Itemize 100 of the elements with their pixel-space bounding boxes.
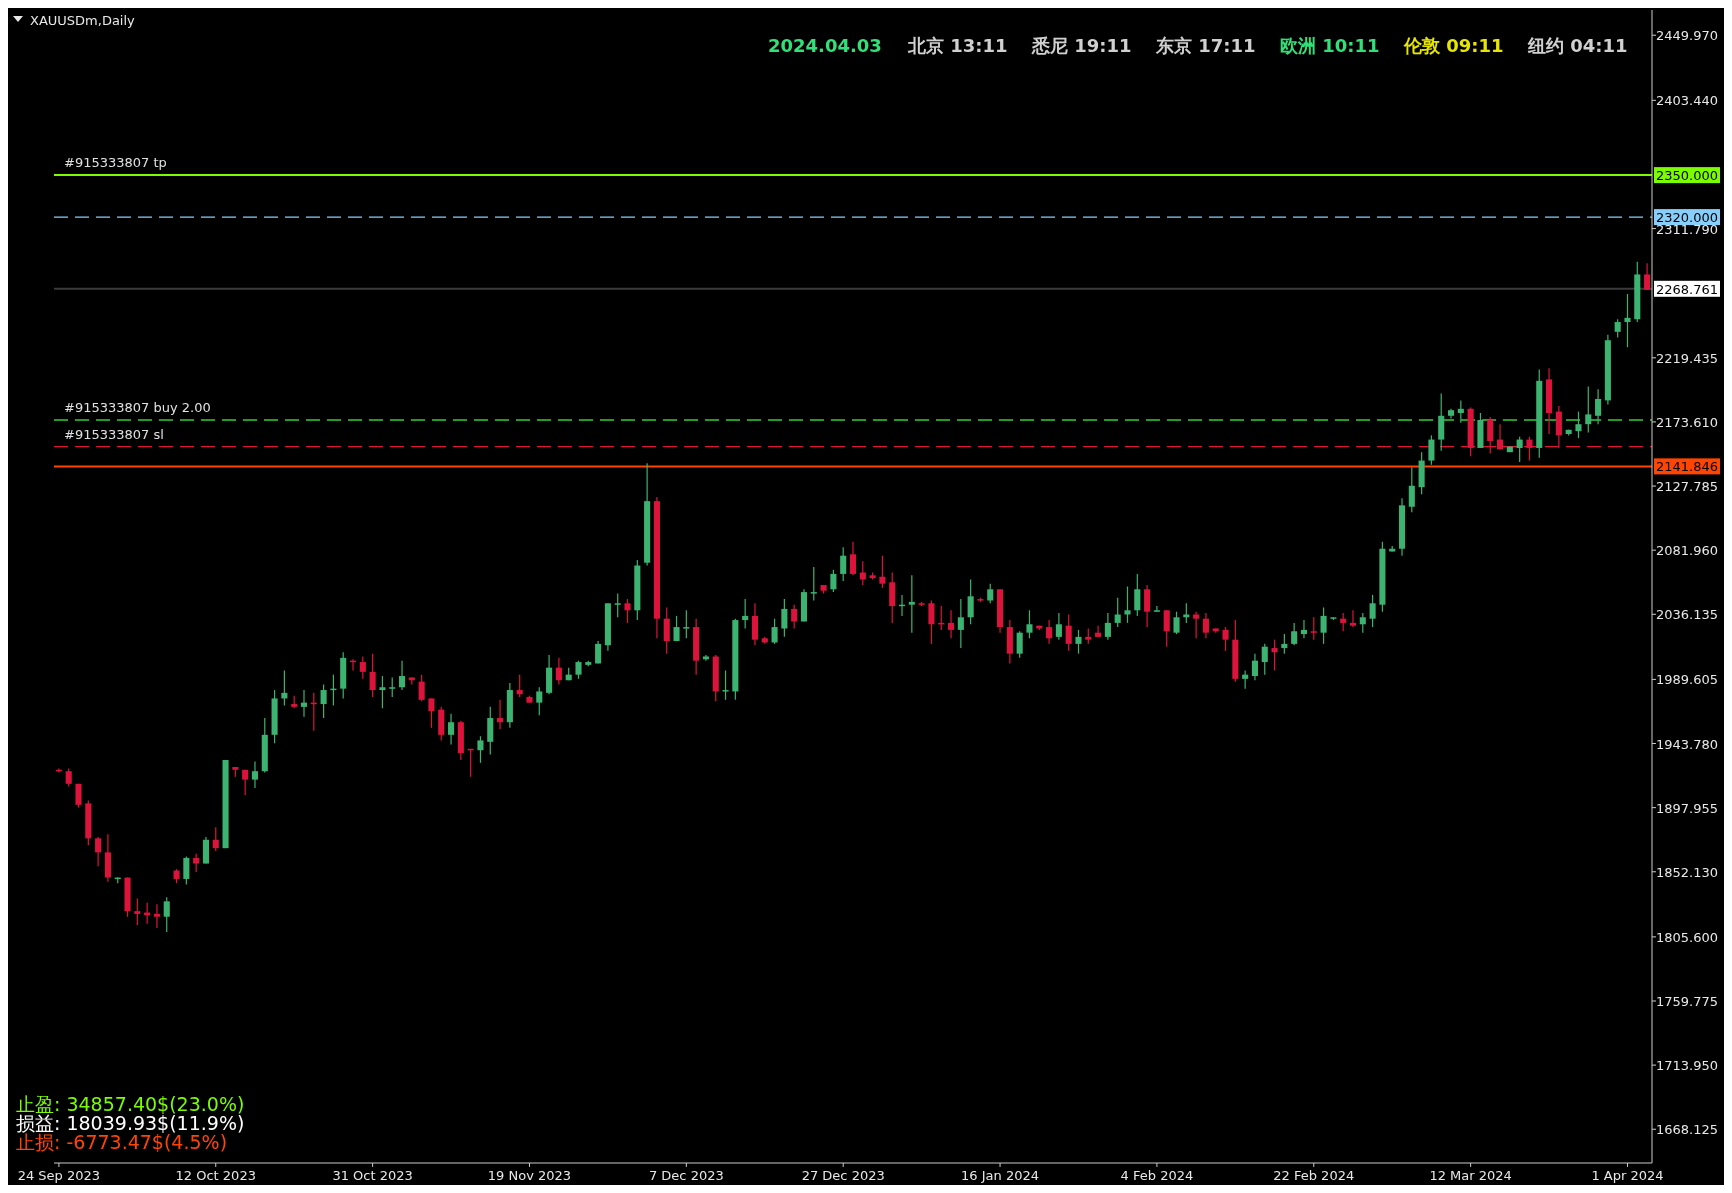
x-tick-label: 4 Feb 2024 <box>1120 1168 1194 1183</box>
y-tick-label: 1989.605 <box>1655 672 1719 688</box>
y-tick-label: 2219.435 <box>1655 350 1719 366</box>
candlestick <box>359 655 366 680</box>
candlestick <box>183 855 190 886</box>
x-tick-label: 27 Dec 2023 <box>801 1168 885 1183</box>
y-tick-label: 1668.125 <box>1655 1122 1719 1138</box>
y-tick-label: 2036.135 <box>1655 607 1719 623</box>
candlestick <box>1369 594 1376 628</box>
y-tick-label: 2081.960 <box>1655 543 1719 559</box>
candlestick <box>1595 388 1602 425</box>
candlestick <box>1251 653 1258 681</box>
candlestick <box>369 653 376 698</box>
candlestick <box>497 699 504 730</box>
candlestick <box>957 598 964 649</box>
candlestick <box>1242 669 1249 690</box>
candlestick <box>1144 584 1151 628</box>
candlestick <box>1075 629 1082 655</box>
candlestick <box>1291 622 1298 646</box>
x-tick-label: 31 Oct 2023 <box>332 1168 413 1183</box>
candlestick <box>859 560 866 586</box>
candlestick <box>379 675 386 709</box>
candlestick <box>1055 612 1062 641</box>
candlestick <box>193 853 200 873</box>
candlestick <box>95 836 102 867</box>
candlestick <box>840 546 847 582</box>
y-tick-label: 2449.970 <box>1655 28 1719 44</box>
candlestick <box>65 767 72 788</box>
candlestick <box>428 697 435 729</box>
candlestick <box>1163 609 1170 648</box>
candlestick <box>1644 262 1651 291</box>
y-tick-label: 2268.761 <box>1655 281 1719 297</box>
candlestick <box>614 592 621 618</box>
candlestick <box>830 569 837 593</box>
candlestick <box>555 657 562 686</box>
candlestick <box>1624 293 1631 348</box>
x-tick-label: 24 Sep 2023 <box>17 1168 101 1183</box>
candlestick <box>810 566 817 602</box>
y-tick-label: 1759.775 <box>1655 994 1719 1009</box>
x-tick-label: 16 Jan 2024 <box>961 1168 1040 1183</box>
y-tick-label: 1897.955 <box>1655 800 1719 816</box>
candlestick <box>1261 643 1268 676</box>
candlestick <box>212 826 219 852</box>
candlestick <box>1173 611 1180 635</box>
candlestick <box>879 555 886 589</box>
candlestick <box>967 578 974 625</box>
candlestick <box>1065 613 1072 652</box>
candlestick <box>389 676 396 698</box>
ref-line-label: #915333807 sl <box>64 426 164 442</box>
y-tick-label: 1943.780 <box>1655 736 1719 752</box>
candlestick <box>1153 605 1160 613</box>
ref-line-label: #915333807 tp <box>64 155 167 171</box>
candlestick <box>1281 633 1288 655</box>
candlestick <box>1193 611 1200 639</box>
y-tick-label: 1852.130 <box>1655 864 1719 880</box>
chart-title: XAUUSDm,Daily <box>30 13 136 28</box>
candlestick <box>418 674 425 702</box>
candlestick <box>153 903 160 929</box>
candlestick <box>320 683 327 719</box>
candlestick <box>1026 609 1033 639</box>
candlestick <box>683 609 690 639</box>
candlestick <box>1222 626 1229 652</box>
candlestick <box>1575 410 1582 439</box>
candlestick <box>1516 436 1523 463</box>
candlestick <box>1095 625 1102 638</box>
candlestick <box>722 669 729 701</box>
candlestick <box>1300 619 1308 639</box>
candlestick <box>791 604 798 630</box>
candlestick <box>536 686 543 716</box>
x-tick-label: 1 Apr 2024 <box>1591 1168 1664 1183</box>
candlestick <box>1585 385 1592 434</box>
candlestick <box>742 598 749 630</box>
candlestick <box>1320 606 1327 645</box>
candlestick <box>516 674 523 698</box>
candlestick <box>1428 434 1435 466</box>
text: 2024.04.03 北京 13:11 悉尼 19:11 东京 17:11 欧洲 10:11 伦敦 09:11 纽约 04:11 <box>768 35 1628 56</box>
candlestick <box>889 571 896 624</box>
candlestick <box>1359 612 1366 634</box>
y-tick-label: 2403.440 <box>1655 93 1719 109</box>
x-tick-label: 22 Feb 2024 <box>1273 1168 1355 1183</box>
candlestick <box>163 896 170 933</box>
x-tick-label: 12 Mar 2024 <box>1429 1168 1512 1183</box>
candlestick <box>487 706 494 756</box>
candlestick <box>1202 612 1209 639</box>
candlestick <box>575 660 582 680</box>
x-tick-label: 12 Oct 2023 <box>175 1168 256 1183</box>
candlestick <box>1271 639 1278 672</box>
candlestick <box>948 609 955 639</box>
candlestick <box>300 689 308 718</box>
candlestick <box>1349 609 1357 628</box>
candlestick <box>673 615 680 642</box>
candlestick <box>398 660 406 691</box>
candlestick <box>1340 612 1347 632</box>
y-tick-label: 2320.000 <box>1655 210 1719 226</box>
candlestick <box>134 897 141 926</box>
y-tick-label: 1713.950 <box>1655 1058 1719 1074</box>
x-tick-label: 7 Dec 2023 <box>648 1168 724 1183</box>
x-tick-label: 19 Nov 2023 <box>487 1168 572 1183</box>
ref-line-label: #915333807 buy 2.00 <box>64 399 211 415</box>
candlestick <box>251 760 259 789</box>
